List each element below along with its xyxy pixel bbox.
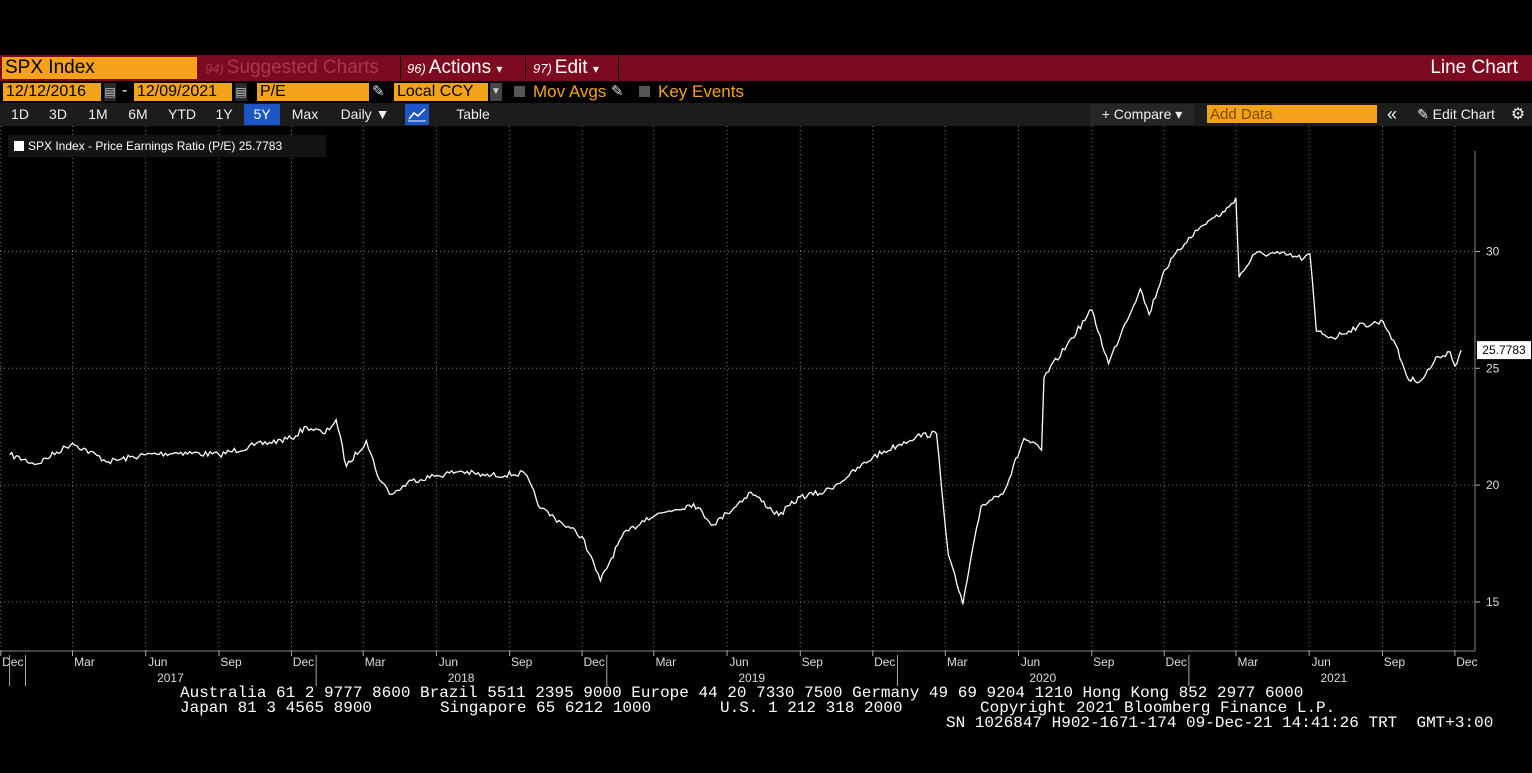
period-6m-button[interactable]: 6M [128,106,148,122]
chart-legend[interactable]: SPX Index - Price Earnings Ratio (P/E) 2… [8,135,326,157]
actions-num: 96) [407,61,426,76]
currency-selector[interactable]: Local CCY [394,83,488,101]
x-month-label: Mar [365,655,386,669]
menu-divider [525,57,526,79]
actions-label: Actions [428,57,492,78]
compare-button[interactable]: + Compare ▾ [1101,106,1183,122]
edit-num: 97) [533,61,552,76]
mov-avgs-label[interactable]: Mov Avgs [533,82,607,101]
period-1y-button[interactable]: 1Y [215,106,233,122]
x-month-label: Jun [148,655,167,669]
period-3d-button[interactable]: 3D [49,106,67,122]
x-year-label: 2017 [157,671,184,685]
period-1m-button[interactable]: 1M [88,106,108,122]
period-5y-button[interactable]: 5Y [244,104,280,125]
top-spacer [0,0,1532,55]
x-month-label: Mar [947,655,968,669]
x-month-label: Mar [1238,655,1259,669]
y-tick-label: 20 [1486,478,1500,492]
field-selector[interactable]: P/E [257,83,369,101]
edit-caret-icon: ▾ [592,62,599,76]
end-date-field[interactable]: 12/09/2021 [134,83,232,101]
date-separator: - [122,82,128,99]
calendar-icon[interactable]: ▤ [104,83,116,101]
table-button[interactable]: Table [456,106,490,122]
gear-icon[interactable]: ⚙ [1510,106,1526,123]
actions-menu[interactable]: 96) Actions ▾ [407,55,502,81]
x-axis-ticks: Dec Mar Jun Sep Dec Mar Jun Sep Dec Mar Jun Sep Dec M… [0,651,1478,686]
x-year-label: 2021 [1320,671,1347,685]
footer-session-info: SN 1026847 H902-1671-174 09-Dec-21 14:41… [946,714,1494,732]
x-month-label: Sep [220,655,242,669]
menu-divider [618,57,619,79]
pencil-icon[interactable]: ✎ [372,83,385,100]
settings-row [0,81,1532,103]
last-value-box [1477,341,1531,360]
x-month-label: Dec [2,655,23,669]
y-tick-label: 25 [1486,361,1500,375]
edit-menu[interactable]: 97) Edit ▾ [533,55,599,81]
x-year-label: 2018 [448,671,475,685]
x-year-label: 2019 [738,671,765,685]
footer-contacts-us: U.S. 1 212 318 2000 [720,699,903,717]
collapse-icon[interactable]: « [1386,104,1397,124]
calendar-icon[interactable]: ▤ [235,83,247,101]
y-axis-ticks: 15 20 25 30 [1475,244,1500,609]
x-year-label: 2020 [1029,671,1056,685]
pencil-icon[interactable]: ✎ [611,83,624,100]
x-month-label: Jun [439,655,458,669]
compare-box [1090,104,1194,125]
footer: Australia 61 2 9777 8600 Brazil 5511 239… [0,684,1532,773]
x-month-label: Sep [511,655,533,669]
menu-divider [400,57,401,79]
edit-label: Edit [554,57,588,78]
suggested-charts-label: Suggested Charts [226,57,379,78]
mov-avgs-checkbox[interactable] [514,86,525,97]
x-month-label: Sep [1093,655,1115,669]
x-month-label: Sep [802,655,824,669]
frequency-selector[interactable]: Daily ▼ [340,106,390,122]
pe-line-chart: 15 20 25 30 Dec Mar Jun Sep Dec Mar Jun Sep Dec Mar J… [0,126,1531,686]
legend-label: SPX Index - Price Earnings Ratio (P/E) 2… [28,139,283,153]
suggested-charts-num: 94) [205,61,224,76]
x-month-label: Jun [1021,655,1040,669]
x-month-label: Jun [1311,655,1330,669]
x-month-label: Dec [583,655,604,669]
suggested-charts-menu[interactable]: 94) Suggested Charts [205,55,379,81]
key-events-checkbox[interactable] [639,86,650,97]
start-date-field[interactable]: 12/12/2016 [3,83,101,101]
last-value-tag: 25.7783 [1477,341,1531,360]
chart-type-title: Line Chart [1430,57,1518,78]
x-month-label: Dec [874,655,895,669]
pe-series-line [9,197,1462,605]
x-month-label: Sep [1384,655,1406,669]
security-ticker[interactable]: SPX Index [2,57,197,79]
footer-copyright: Copyright 2021 Bloomberg Finance L.P. [980,699,1336,717]
x-month-label: Dec [1456,655,1477,669]
actions-caret-icon: ▾ [496,62,503,76]
x-month-label: Dec [293,655,314,669]
x-month-label: Jun [729,655,748,669]
edit-chart-button[interactable]: ✎ Edit Chart [1417,106,1495,122]
footer-contacts-line1: Australia 61 2 9777 8600 Brazil 5511 239… [180,684,1304,702]
line-chart-icon[interactable] [405,104,429,125]
x-month-label: Dec [1166,655,1187,669]
period-1d-button[interactable]: 1D [11,106,29,122]
chevron-down-icon[interactable]: ▼ [490,83,502,101]
x-month-label: Mar [74,655,95,669]
last-value-text: 25.7783 [1482,343,1526,357]
add-data-input[interactable] [1207,105,1377,123]
chart-grid [0,126,1475,651]
period-max-button[interactable]: Max [291,106,319,122]
y-tick-label: 15 [1486,595,1500,609]
menu-bar [0,55,1532,81]
legend-swatch [14,141,24,151]
footer-contacts-japan: Japan 81 3 4565 8900 [180,699,373,717]
period-ytd-button[interactable]: YTD [168,106,196,122]
footer-contacts-singapore: Singapore 65 6212 1000 [440,699,652,717]
key-events-label[interactable]: Key Events [658,82,744,101]
x-month-label: Mar [655,655,676,669]
y-tick-label: 30 [1486,244,1500,258]
